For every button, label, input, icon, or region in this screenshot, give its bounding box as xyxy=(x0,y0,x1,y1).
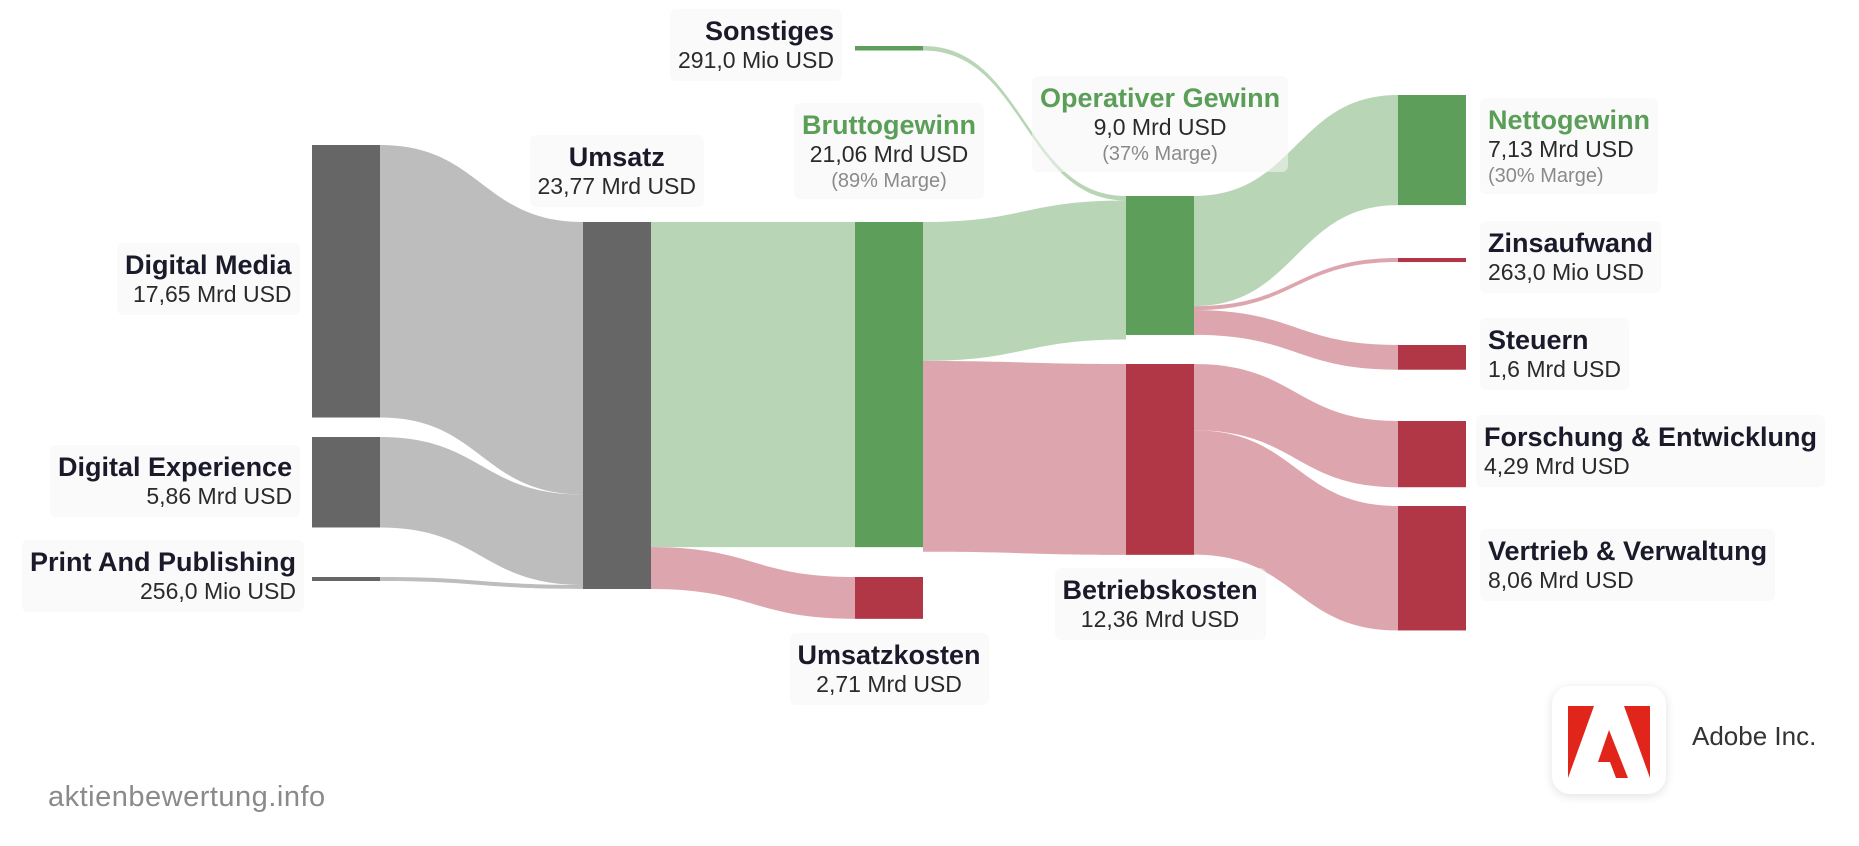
node-value: 291,0 Mio USD xyxy=(678,47,834,74)
label-umsatz: Umsatz 23,77 Mrd USD xyxy=(529,135,705,207)
label-digital_experience: Digital Experience 5,86 Mrd USD xyxy=(50,445,301,517)
label-sonstiges: Sonstiges 291,0 Mio USD xyxy=(670,9,842,81)
label-steuern: Steuern 1,6 Mrd USD xyxy=(1480,318,1629,390)
node-value: 7,13 Mrd USD xyxy=(1488,136,1634,163)
node-digital_experience xyxy=(312,437,380,528)
source-watermark: aktienbewertung.info xyxy=(48,781,326,813)
node-digital_media xyxy=(312,145,380,418)
label-umsatzkosten: Umsatzkosten 2,71 Mrd USD xyxy=(789,633,989,705)
node-margin: (30% Marge) xyxy=(1488,164,1604,187)
node-value: 12,36 Mrd USD xyxy=(1080,606,1240,633)
link-digital_media-to-umsatz xyxy=(380,145,583,495)
node-steuern xyxy=(1398,345,1466,370)
node-title: Forschung & Entwicklung xyxy=(1484,422,1818,452)
sankey-links xyxy=(380,46,1398,631)
node-betriebskosten xyxy=(1126,364,1194,555)
node-value: 17,65 Mrd USD xyxy=(133,281,292,308)
label-zinsaufwand: Zinsaufwand 263,0 Mio USD xyxy=(1480,221,1662,293)
node-title: Sonstiges xyxy=(704,16,834,46)
node-umsatzkosten xyxy=(855,577,923,619)
node-value: 2,71 Mrd USD xyxy=(816,671,962,698)
sankey-nodes xyxy=(312,46,1466,631)
node-value: 9,0 Mrd USD xyxy=(1093,114,1227,141)
label-vertrieb: Vertrieb & Verwaltung 8,06 Mrd USD xyxy=(1480,529,1776,601)
node-title: Bruttogewinn xyxy=(802,110,976,140)
link-betriebskosten-to-vertrieb xyxy=(1194,430,1398,631)
node-value: 21,06 Mrd USD xyxy=(809,141,969,168)
node-bruttogewinn xyxy=(855,222,923,548)
node-vertrieb xyxy=(1398,506,1466,631)
node-title: Umsatz xyxy=(568,142,665,172)
node-margin: (37% Marge) xyxy=(1102,142,1218,165)
node-operativer_gewinn xyxy=(1126,196,1194,335)
link-bruttogewinn-to-betriebskosten xyxy=(923,360,1126,555)
label-print_publishing: Print And Publishing 256,0 Mio USD xyxy=(22,540,304,612)
node-title: Operativer Gewinn xyxy=(1040,83,1281,113)
node-nettogewinn xyxy=(1398,95,1466,206)
node-value: 4,29 Mrd USD xyxy=(1484,453,1630,480)
node-value: 5,86 Mrd USD xyxy=(146,483,293,510)
node-value: 8,06 Mrd USD xyxy=(1488,567,1634,594)
label-bruttogewinn: Bruttogewinn 21,06 Mrd USD (89% Marge) xyxy=(794,103,984,199)
node-title: Betriebskosten xyxy=(1062,575,1258,605)
link-operativer_gewinn-to-nettogewinn xyxy=(1194,95,1398,307)
label-digital_media: Digital Media 17,65 Mrd USD xyxy=(117,243,300,315)
node-title: Digital Experience xyxy=(58,452,293,482)
link-print_publishing-to-umsatz xyxy=(380,577,583,589)
label-forschung: Forschung & Entwicklung 4,29 Mrd USD xyxy=(1476,415,1826,487)
node-value: 23,77 Mrd USD xyxy=(537,173,697,200)
link-umsatz-to-umsatzkosten xyxy=(651,547,855,619)
link-umsatz-to-bruttogewinn xyxy=(651,222,855,548)
company-name: Adobe Inc. xyxy=(1692,721,1817,751)
node-title: Steuern xyxy=(1488,325,1589,355)
link-digital_experience-to-umsatz xyxy=(380,437,583,585)
node-value: 256,0 Mio USD xyxy=(140,578,296,605)
node-title: Print And Publishing xyxy=(30,547,296,577)
node-title: Umsatzkosten xyxy=(797,640,981,670)
link-betriebskosten-to-forschung xyxy=(1194,364,1398,488)
node-value: 263,0 Mio USD xyxy=(1488,259,1644,286)
link-sonstiges-to-operativer_gewinn xyxy=(923,46,1126,201)
link-operativer_gewinn-to-zinsaufwand xyxy=(1194,258,1398,311)
node-title: Digital Media xyxy=(125,250,292,280)
link-bruttogewinn-to-operativer_gewinn xyxy=(923,200,1126,361)
node-value: 1,6 Mrd USD xyxy=(1488,356,1621,383)
node-umsatz xyxy=(583,222,651,590)
label-operativer_gewinn: Operativer Gewinn 9,0 Mrd USD (37% Marge) xyxy=(1032,76,1289,172)
node-zinsaufwand xyxy=(1398,258,1466,263)
node-print_publishing xyxy=(312,577,380,581)
node-margin: (89% Marge) xyxy=(831,169,947,192)
node-title: Zinsaufwand xyxy=(1488,228,1654,258)
link-operativer_gewinn-to-steuern xyxy=(1194,310,1398,370)
node-sonstiges xyxy=(855,46,923,51)
adobe-logo-icon xyxy=(1552,686,1666,794)
node-title: Nettogewinn xyxy=(1488,105,1650,135)
label-betriebskosten: Betriebskosten 12,36 Mrd USD xyxy=(1054,568,1266,640)
label-nettogewinn: Nettogewinn 7,13 Mrd USD (30% Marge) xyxy=(1480,98,1658,194)
node-title: Vertrieb & Verwaltung xyxy=(1488,536,1768,566)
node-forschung xyxy=(1398,421,1466,488)
